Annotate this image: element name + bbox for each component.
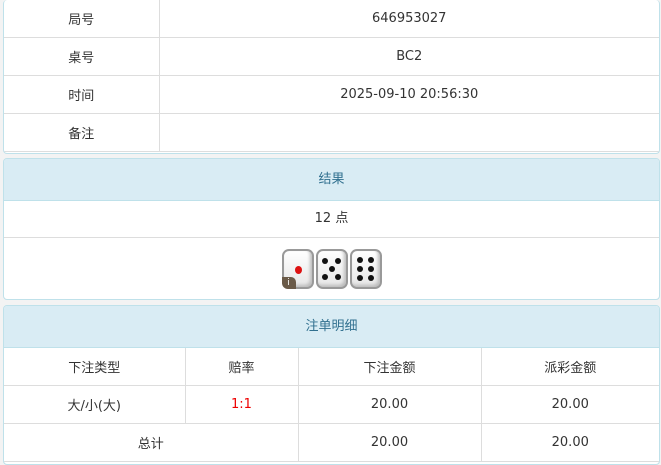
row-table: 桌号 BC2 [4, 37, 659, 76]
pip [368, 275, 375, 282]
table-id: BC2 [158, 37, 659, 76]
pip [356, 256, 363, 263]
label: 局号 [4, 0, 160, 38]
round-info-panel: 局号 646953027 桌号 BC2 时间 2025-09-10 20:56:30 … [3, 0, 660, 154]
header-odds: 赔率 [184, 348, 299, 386]
pip [334, 273, 341, 280]
pip [322, 258, 329, 265]
bet-details-panel: 注单明细 下注类型 赔率 下注金额 派彩金额 大/小(大) 1:1 20.00 … [3, 305, 660, 465]
odds: 1:1 [184, 385, 299, 424]
pip [328, 266, 335, 272]
dice-row: i [4, 238, 659, 299]
row-time: 时间 2025-09-10 20:56:30 [4, 75, 659, 114]
pip [356, 266, 363, 272]
header-amount: 下注金额 [297, 348, 482, 386]
die-5 [315, 249, 348, 289]
pip [294, 266, 302, 274]
bet-type: 大/小(大) [4, 385, 186, 424]
row-round-id: 局号 646953027 [4, 0, 659, 38]
row-remark: 备注 [4, 113, 659, 152]
result-title: 结果 [4, 159, 659, 201]
time: 2025-09-10 20:56:30 [158, 75, 659, 114]
pip [356, 275, 363, 282]
die-6 [349, 249, 382, 289]
header-payout: 派彩金额 [480, 348, 659, 386]
result-panel: 结果 12 点 i [3, 158, 660, 300]
table-row: 大/小(大) 1:1 20.00 20.00 [4, 385, 659, 424]
pip [322, 273, 329, 280]
remark [158, 113, 659, 152]
header-type: 下注类型 [4, 348, 186, 386]
die-1: i [281, 249, 314, 289]
round-id: 646953027 [158, 0, 659, 38]
label: 时间 [4, 75, 160, 114]
table-header: 下注类型 赔率 下注金额 派彩金额 [4, 348, 659, 386]
pip [368, 266, 375, 272]
bet-amount: 20.00 [297, 385, 482, 424]
pip [368, 256, 375, 263]
bets-title: 注单明细 [4, 306, 659, 348]
payout: 20.00 [480, 385, 659, 424]
pip [334, 258, 341, 265]
info-icon[interactable]: i [281, 277, 296, 289]
label: 桌号 [4, 37, 160, 76]
result-points: 12 点 [4, 201, 659, 238]
label: 备注 [4, 113, 160, 152]
